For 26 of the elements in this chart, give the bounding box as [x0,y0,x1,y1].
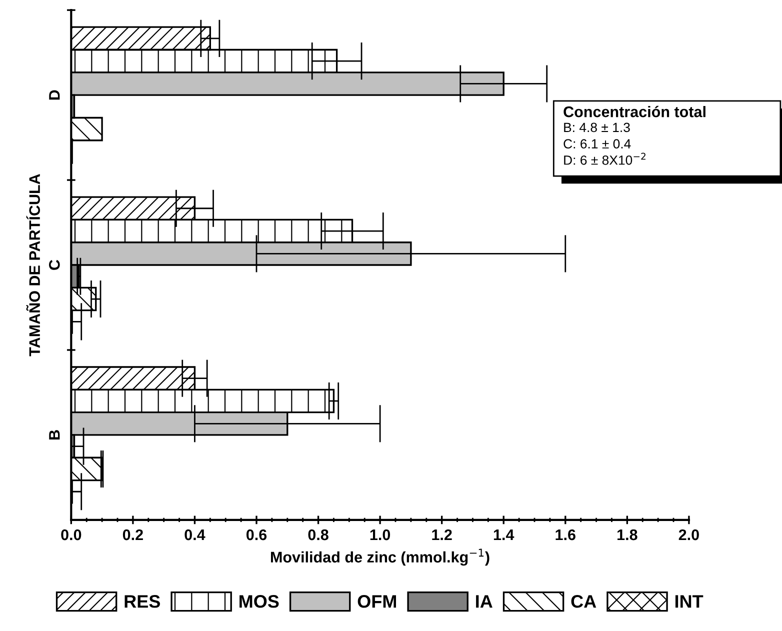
y-tick-label: D [49,90,60,100]
x-tick-label: 1.2 [432,529,452,540]
x-tick-label: 0.8 [308,529,328,540]
legend-label: CA [571,595,596,608]
annotation: C: 6.1 ± 0.4 [564,139,631,149]
x-tick-label: 1.6 [556,529,576,540]
x-tick-label: 2.0 [678,529,699,540]
annotation: B: 4.8 ± 1.3 [564,122,630,132]
x-tick-label: 1.4 [494,530,514,540]
x-tick-label: 0.6 [246,529,267,540]
legend-label: IA [476,595,492,608]
y-tick-label: B [49,430,60,440]
x-axis-title: Movilidad de zinc (mmol.kg$^{−1}$) [270,548,490,566]
legend-label: MOS [240,595,279,608]
x-tick-label: 1.0 [370,529,390,540]
annotation: D: 6 ± 8X10$^{−2}$ [564,152,646,165]
legend-label: RES [124,595,160,608]
legend-label: INT [675,595,704,608]
x-tick-label: 1.8 [618,529,638,540]
y-tick-label: C [48,260,60,270]
x-tick-label: 0.0 [61,529,82,540]
y-axis-title: TAMAÑO DE PARTÍCULA [26,174,40,356]
annotation: Concentración total [564,106,706,118]
x-tick-label: 0.4 [184,529,206,540]
legend-label: OFM [358,595,396,608]
x-tick-label: 0.2 [122,529,143,540]
